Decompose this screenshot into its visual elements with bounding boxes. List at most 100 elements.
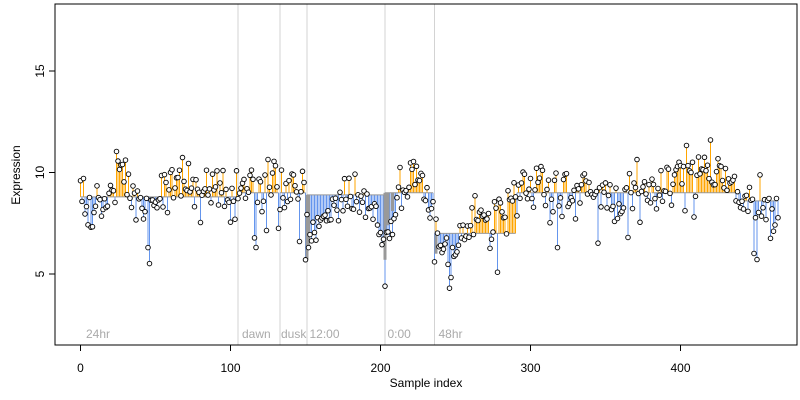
x-tick-label: 100 xyxy=(220,361,240,375)
data-point xyxy=(556,203,562,209)
data-point xyxy=(569,197,576,204)
data-point xyxy=(181,178,187,185)
data-point xyxy=(503,231,510,237)
data-point xyxy=(79,198,85,205)
data-point xyxy=(572,216,579,222)
data-point xyxy=(662,188,669,195)
y-axis-title: Expression xyxy=(9,145,23,204)
annotation-label: 24hr xyxy=(86,327,110,341)
data-point xyxy=(766,195,772,202)
data-point xyxy=(616,201,622,207)
data-point xyxy=(607,182,613,188)
data-point xyxy=(665,166,672,172)
gray-bar-1 xyxy=(307,194,310,248)
data-point xyxy=(346,175,352,182)
data-point xyxy=(335,217,342,224)
data-point xyxy=(347,193,354,200)
data-point xyxy=(424,184,430,191)
data-point xyxy=(410,158,417,165)
data-point xyxy=(238,185,244,191)
data-point xyxy=(241,176,247,183)
data-point xyxy=(773,195,780,202)
data-point xyxy=(502,214,508,220)
data-point xyxy=(133,217,139,223)
phase-annotations: 24hr dawn dusk 12:00 0:00 48hr xyxy=(86,327,463,341)
data-point xyxy=(295,196,301,202)
data-point xyxy=(208,200,214,206)
data-point xyxy=(404,194,411,200)
data-point xyxy=(296,238,303,245)
data-point xyxy=(419,172,426,179)
data-point xyxy=(449,244,456,251)
data-point xyxy=(532,187,538,193)
data-points xyxy=(77,137,781,291)
data-point xyxy=(422,197,429,204)
data-point xyxy=(259,208,265,215)
data-point xyxy=(757,172,763,178)
data-point xyxy=(406,184,412,191)
data-point xyxy=(689,159,696,166)
data-point xyxy=(337,189,343,196)
data-point xyxy=(650,181,657,188)
data-point xyxy=(92,203,99,209)
data-point xyxy=(770,228,777,234)
data-point xyxy=(107,182,114,189)
data-point xyxy=(512,194,519,200)
data-point xyxy=(685,162,691,169)
data-point xyxy=(169,166,175,173)
data-point xyxy=(209,171,216,177)
data-point xyxy=(484,216,490,222)
data-point xyxy=(712,181,718,188)
data-point xyxy=(272,163,279,169)
data-point xyxy=(682,207,688,214)
data-point xyxy=(139,205,145,212)
data-point xyxy=(718,163,724,170)
data-point xyxy=(128,204,135,211)
data-point xyxy=(229,185,235,192)
data-point xyxy=(656,192,663,198)
data-point xyxy=(137,194,144,201)
data-point xyxy=(640,184,646,190)
data-point xyxy=(668,202,675,208)
data-point xyxy=(707,137,714,143)
data-point xyxy=(218,189,225,196)
data-point xyxy=(298,188,304,195)
data-point xyxy=(529,195,535,202)
data-point xyxy=(311,229,318,236)
data-point xyxy=(428,205,435,212)
data-point xyxy=(293,189,300,195)
data-point xyxy=(359,199,366,206)
data-point xyxy=(760,205,766,211)
data-point xyxy=(509,198,516,204)
data-point xyxy=(445,261,451,268)
data-point xyxy=(724,187,730,194)
data-point xyxy=(743,192,750,199)
data-point xyxy=(235,195,241,202)
x-tick-label: 0 xyxy=(77,361,84,375)
data-point xyxy=(122,157,129,163)
gray-bar-5 xyxy=(434,233,438,254)
data-point xyxy=(601,189,607,195)
data-point xyxy=(623,185,630,191)
data-point xyxy=(257,179,264,185)
data-point xyxy=(395,184,402,190)
data-point xyxy=(523,190,529,196)
data-point xyxy=(245,189,252,196)
data-point xyxy=(527,175,534,182)
y-axis: 5 10 15 xyxy=(33,64,56,277)
data-point xyxy=(752,214,759,221)
data-point xyxy=(475,217,481,224)
data-point xyxy=(94,183,100,189)
data-point xyxy=(731,173,738,180)
data-point xyxy=(691,214,697,220)
data-point xyxy=(758,213,765,219)
data-point xyxy=(680,163,687,170)
data-point xyxy=(433,216,439,222)
data-point xyxy=(389,231,396,238)
data-point xyxy=(455,242,462,248)
gray-bar-2 xyxy=(383,192,387,260)
data-point xyxy=(431,259,438,265)
data-point xyxy=(140,216,147,222)
data-point xyxy=(722,165,729,172)
data-point xyxy=(119,161,126,168)
